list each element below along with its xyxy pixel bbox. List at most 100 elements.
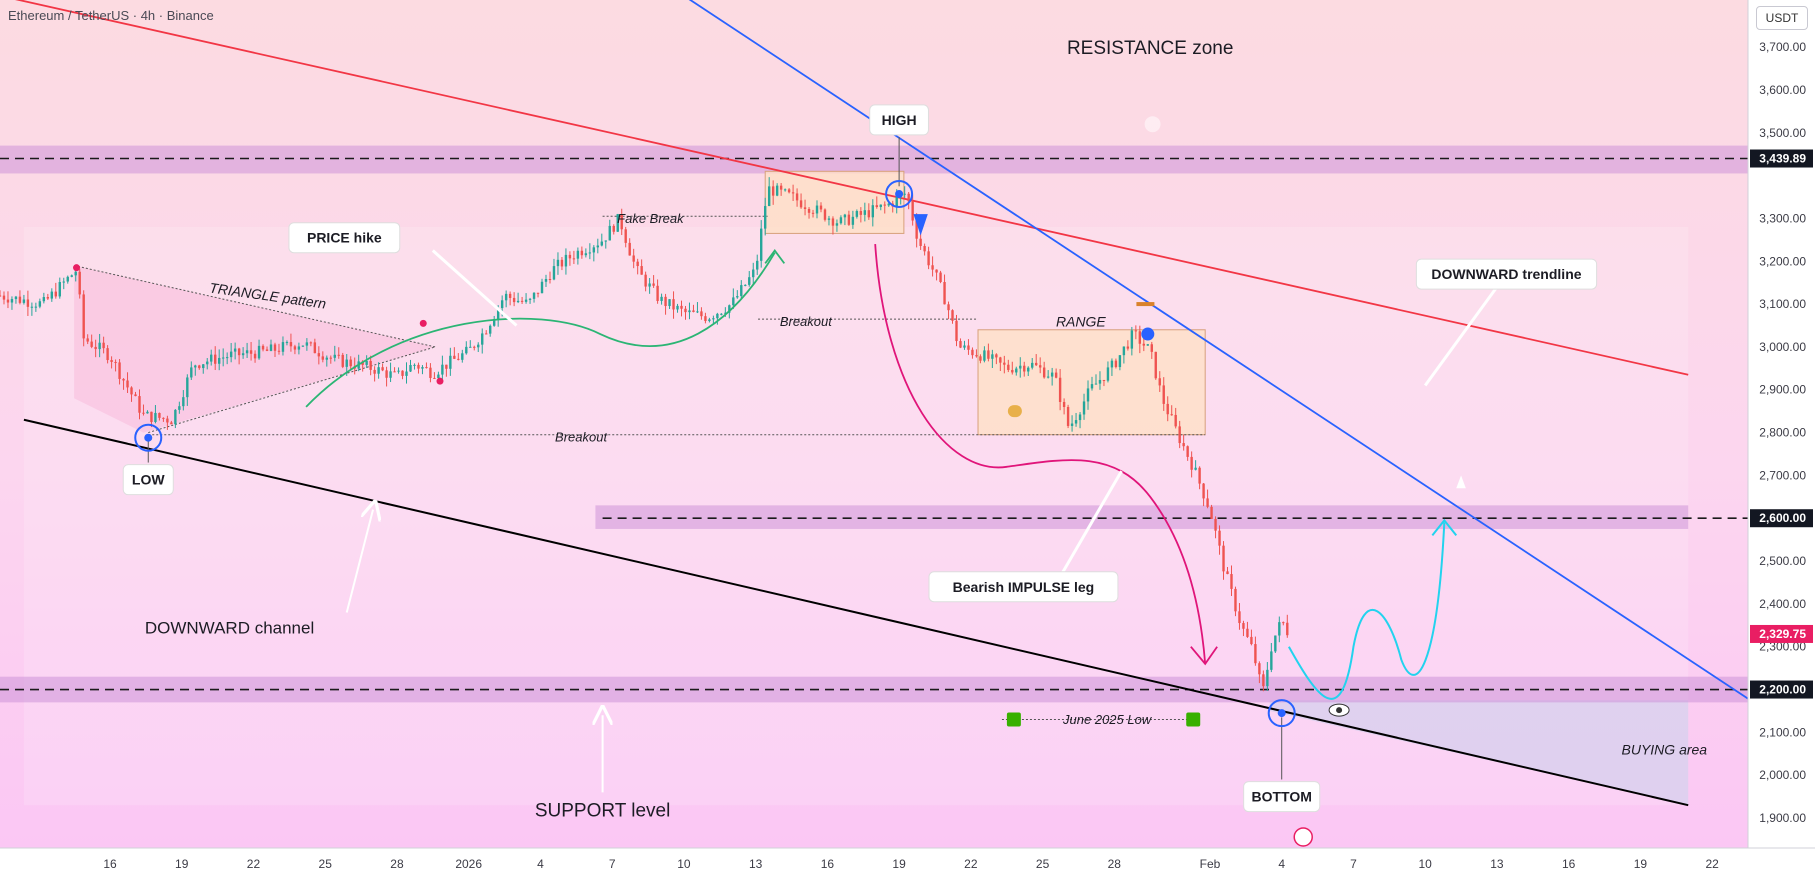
candle-body bbox=[496, 308, 500, 320]
candle-body bbox=[421, 367, 424, 369]
candle-body bbox=[1142, 343, 1146, 346]
candle-body bbox=[1174, 414, 1177, 427]
x-tick-label: 25 bbox=[319, 857, 333, 871]
candle-body bbox=[999, 357, 1002, 363]
candle-body bbox=[895, 196, 898, 207]
hammer-icon bbox=[1136, 302, 1155, 307]
candle-body bbox=[325, 357, 329, 360]
price-label-text: 2,200.00 bbox=[1759, 683, 1806, 697]
candle-body bbox=[369, 360, 372, 370]
annotation-box bbox=[288, 222, 401, 254]
annotation-13: BUYING area bbox=[1622, 742, 1708, 758]
projection-arrowhead bbox=[1431, 518, 1458, 536]
candle-body bbox=[652, 283, 655, 286]
candle-body bbox=[971, 349, 974, 356]
candle-body bbox=[269, 344, 273, 351]
candle-body bbox=[365, 360, 368, 365]
annotation-text: DOWNWARD channel bbox=[145, 619, 314, 638]
candle-body bbox=[1258, 663, 1261, 675]
annotation-text: BOTTOM bbox=[1252, 789, 1312, 805]
candles bbox=[0, 177, 1289, 692]
candle-body bbox=[668, 299, 671, 307]
annotation-box bbox=[1243, 781, 1321, 813]
candle-body bbox=[138, 396, 141, 413]
triangle-upper-line bbox=[74, 265, 436, 348]
candle-body bbox=[1150, 344, 1153, 352]
resistance-line bbox=[14, 0, 1689, 376]
candle-body bbox=[297, 346, 301, 350]
annotation-box bbox=[928, 571, 1119, 603]
x-tick-label: 7 bbox=[609, 857, 616, 871]
candle-body bbox=[122, 378, 125, 381]
candle-body bbox=[664, 296, 667, 307]
rocket-icon bbox=[913, 214, 928, 236]
candle-body bbox=[481, 333, 484, 345]
candle-body bbox=[277, 350, 281, 352]
candle-body bbox=[1266, 669, 1269, 687]
candle-body bbox=[827, 218, 831, 220]
candle-body bbox=[225, 357, 229, 359]
down-arrow-icon bbox=[1144, 116, 1161, 133]
triangle-pattern-area bbox=[74, 265, 436, 433]
x-tick-label: 7 bbox=[1350, 857, 1357, 871]
candle-body bbox=[756, 260, 759, 270]
candle-body bbox=[612, 225, 615, 232]
y-tick-label: 2,000.00 bbox=[1759, 768, 1806, 782]
candle-body bbox=[568, 254, 572, 259]
candle-body bbox=[229, 351, 233, 358]
candle-body bbox=[716, 313, 719, 319]
x-tick-label: 28 bbox=[390, 857, 404, 871]
candle-body bbox=[811, 212, 815, 214]
candle-body bbox=[748, 277, 751, 285]
candle-body bbox=[931, 265, 934, 270]
candle-body bbox=[512, 297, 516, 303]
annotation-box bbox=[1415, 258, 1598, 290]
x-tick-label: 19 bbox=[175, 857, 189, 871]
candle-body bbox=[851, 216, 855, 225]
candle-body bbox=[309, 342, 313, 344]
candle-body bbox=[241, 353, 245, 356]
candle-body bbox=[82, 294, 85, 339]
candle-body bbox=[345, 359, 348, 367]
candle-body bbox=[1218, 530, 1221, 546]
candle-body bbox=[1118, 355, 1122, 368]
x-tick-label: 16 bbox=[1562, 857, 1576, 871]
candle-body bbox=[34, 306, 38, 308]
candle-body bbox=[991, 354, 994, 359]
candle-body bbox=[22, 299, 26, 303]
candle-body bbox=[433, 377, 436, 379]
eye-pupil bbox=[1336, 707, 1343, 714]
candle-body bbox=[1082, 401, 1086, 415]
candle-body bbox=[6, 299, 10, 303]
candle-body bbox=[528, 298, 532, 300]
pivot-dot bbox=[419, 319, 427, 327]
currency-button[interactable]: USDT bbox=[1756, 6, 1808, 30]
candle-body bbox=[951, 310, 954, 321]
candle-body bbox=[959, 341, 962, 348]
x-tick-label: 13 bbox=[1490, 857, 1504, 871]
x-tick-label: 16 bbox=[103, 857, 117, 871]
candle-body bbox=[871, 205, 875, 218]
candle-body bbox=[261, 345, 265, 350]
x-tick-label: 19 bbox=[892, 857, 906, 871]
candle-body bbox=[78, 271, 81, 295]
candle-body bbox=[823, 209, 827, 220]
candle-body bbox=[740, 285, 743, 297]
candle-body bbox=[10, 299, 14, 303]
candle-body bbox=[38, 301, 42, 307]
candle-body bbox=[1114, 360, 1118, 368]
candle-body bbox=[732, 297, 735, 306]
bearish-curve-arrow bbox=[874, 244, 1207, 664]
candle-body bbox=[445, 364, 448, 369]
snail-icon bbox=[1007, 405, 1022, 418]
x-tick-label: 28 bbox=[1108, 857, 1122, 871]
star-icon bbox=[1456, 475, 1466, 489]
high-circle bbox=[885, 180, 914, 209]
candle-body bbox=[867, 210, 871, 218]
candle-body bbox=[1202, 483, 1205, 499]
candle-body bbox=[237, 348, 241, 356]
candle-body bbox=[162, 417, 165, 419]
candle-body bbox=[728, 305, 731, 313]
candle-body bbox=[548, 278, 552, 280]
